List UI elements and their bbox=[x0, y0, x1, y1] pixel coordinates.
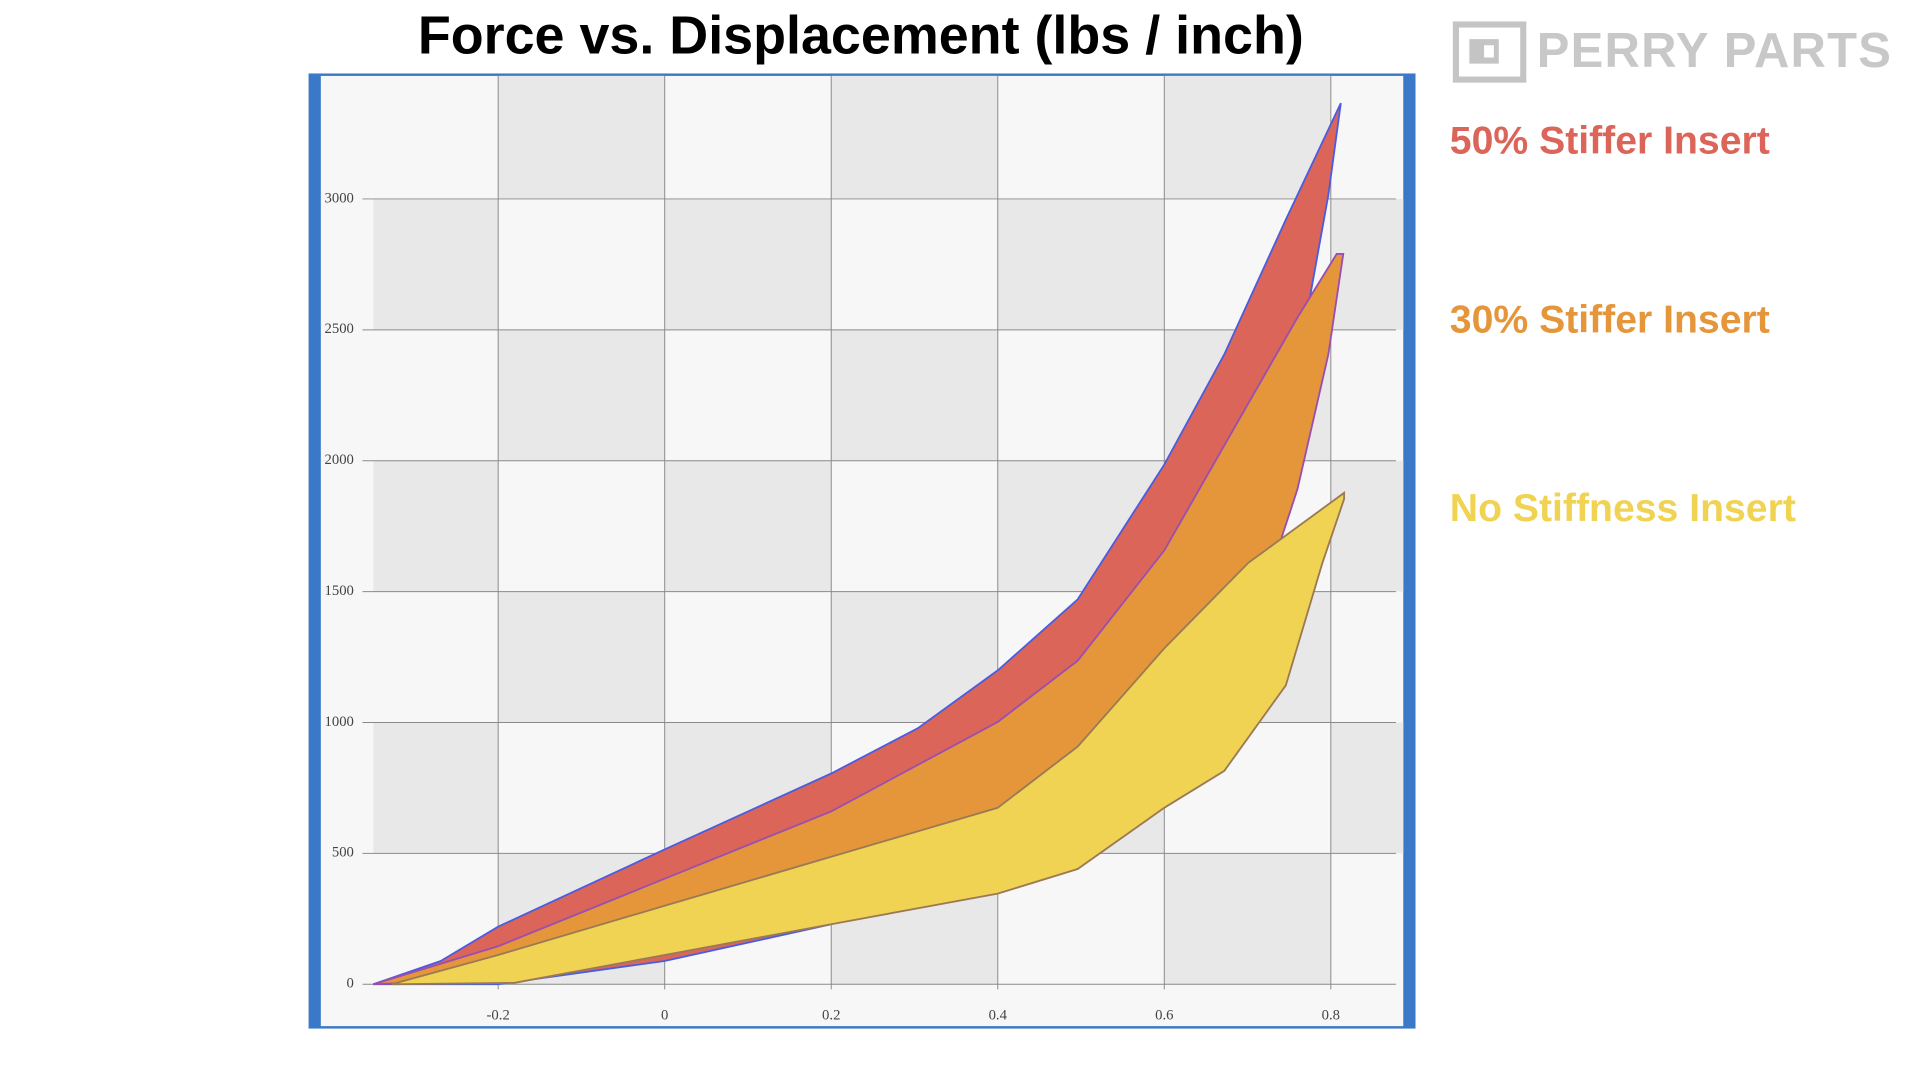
grid-cell bbox=[1164, 853, 1331, 985]
grid-cell bbox=[831, 329, 998, 461]
x-tick-label: 0 bbox=[661, 1008, 668, 1024]
logo: PERRY PARTS bbox=[1452, 21, 1892, 83]
grid-cell bbox=[373, 722, 499, 854]
y-tick-label: 3000 bbox=[325, 190, 354, 206]
x-tick-label: -0.2 bbox=[487, 1008, 510, 1024]
grid-cell bbox=[831, 75, 998, 199]
x-tick-label: 0.2 bbox=[822, 1008, 840, 1024]
grid-cell bbox=[664, 198, 832, 330]
grid-cell bbox=[498, 591, 665, 723]
logo-icon bbox=[1452, 21, 1527, 83]
marks bbox=[372, 102, 1346, 986]
legend-entry: 50% Stiffer Insert bbox=[1450, 120, 1770, 163]
grid-cell bbox=[1330, 722, 1404, 854]
series-area bbox=[391, 491, 1346, 986]
y-tick-label: 0 bbox=[347, 976, 354, 992]
y-tick-label: 1500 bbox=[325, 583, 354, 599]
y-tick-label: 500 bbox=[332, 845, 354, 861]
x-tick-label: 0.8 bbox=[1322, 1008, 1340, 1024]
y-tick-label: 2500 bbox=[325, 321, 354, 337]
brand-name: PERRY PARTS bbox=[1537, 24, 1892, 78]
grid-cell bbox=[1164, 75, 1331, 199]
legend-entry: No Stiffness Insert bbox=[1450, 487, 1796, 530]
grid-cell bbox=[498, 75, 665, 199]
legend-entry: 30% Stiffer Insert bbox=[1450, 298, 1770, 341]
grid: 0 500 1000 1500 2000 2500 3000 -0.2 0 0.2 0.4 0.6 0.… bbox=[325, 75, 1404, 1024]
chart-title: Force vs. Displacement (lbs / inch) bbox=[418, 5, 1304, 65]
grid-cell bbox=[373, 198, 499, 330]
y-tick-label: 1000 bbox=[325, 714, 354, 730]
grid-cell bbox=[1330, 460, 1404, 592]
grid-cell bbox=[373, 460, 499, 592]
grid-cell bbox=[1330, 198, 1404, 330]
grid-cell bbox=[664, 460, 832, 592]
grid-cell bbox=[997, 198, 1165, 330]
logo-glyph bbox=[1469, 39, 1499, 64]
grid-cell bbox=[498, 329, 665, 461]
x-tick-label: 0.4 bbox=[989, 1008, 1008, 1024]
y-tick-label: 2000 bbox=[325, 452, 354, 468]
x-tick-label: 0.6 bbox=[1155, 1008, 1173, 1024]
